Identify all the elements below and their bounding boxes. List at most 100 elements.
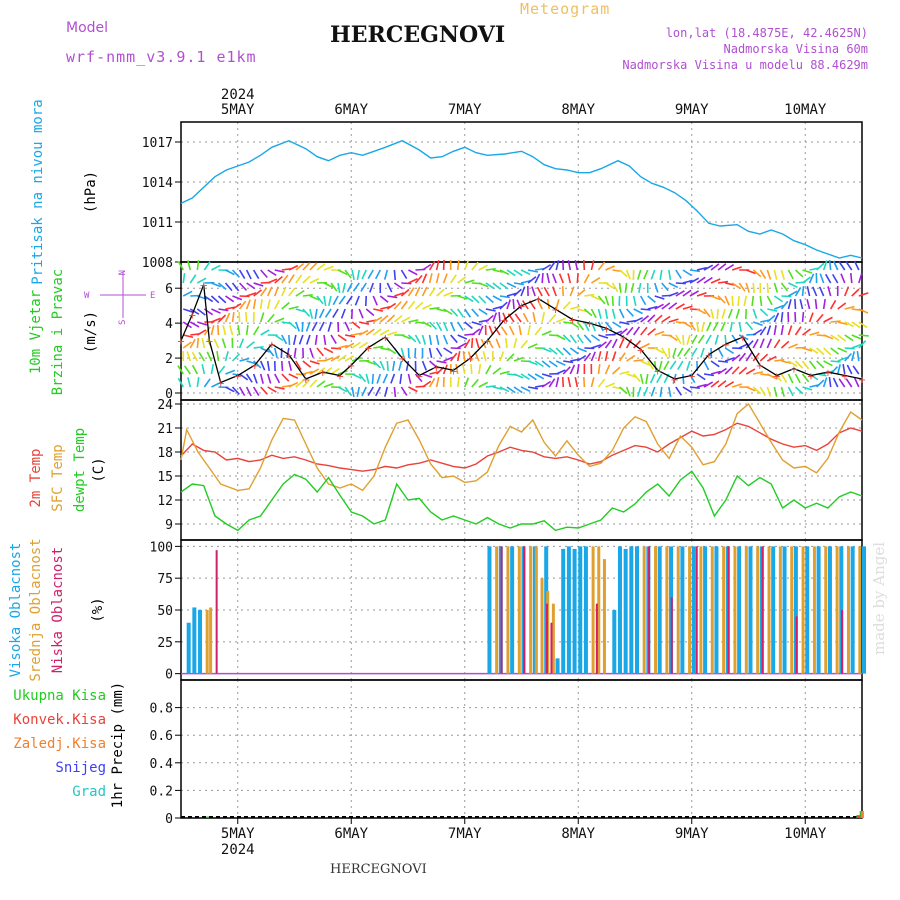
wind-arrow xyxy=(203,326,211,336)
wind-arrow xyxy=(428,321,438,330)
wind-arrow xyxy=(737,295,740,307)
wind-arrow xyxy=(633,316,644,323)
wind-arrow xyxy=(546,298,550,310)
wind-arrow xyxy=(259,360,266,371)
wind-arrow xyxy=(809,331,820,336)
y-tick-label-precip: 0.6 xyxy=(150,729,173,744)
wind-arrow xyxy=(365,373,370,384)
wind-arrow xyxy=(812,286,818,297)
wind-arrow xyxy=(428,377,436,388)
cloud-bar xyxy=(572,548,577,674)
wind-arrow xyxy=(232,295,243,301)
cloud-bar xyxy=(591,546,595,674)
wind-arrow xyxy=(647,314,656,323)
wind-gust-marker: + xyxy=(319,368,327,379)
wind-arrow xyxy=(816,347,825,356)
wind-arrow xyxy=(731,354,741,362)
wind-arrow xyxy=(832,260,839,271)
wind-arrow xyxy=(745,368,756,375)
cloud-bar xyxy=(699,546,703,674)
wind-arrow xyxy=(727,308,733,319)
wind-arrow xyxy=(429,306,440,310)
wind-arrow xyxy=(399,373,403,385)
wind-arrow xyxy=(794,269,804,278)
wind-arrow xyxy=(604,308,609,319)
wind-arrow xyxy=(706,321,712,332)
wind-gust-marker: + xyxy=(654,366,662,377)
wind-arrow xyxy=(492,282,502,290)
wind-arrow xyxy=(309,262,318,271)
footer-station: HERCEGNOVI xyxy=(330,862,427,877)
wind-arrow xyxy=(825,273,832,284)
wind-arrow xyxy=(794,298,797,310)
cloud-ylabel-mid: Srednja Oblacnost xyxy=(28,538,44,681)
wind-arrow xyxy=(689,269,700,273)
wind-arrow xyxy=(344,321,351,332)
compass-e: E xyxy=(150,291,155,301)
wind-arrow xyxy=(267,347,275,357)
wind-gust-marker: + xyxy=(688,372,696,383)
wind-arrow xyxy=(555,260,560,271)
wind-arrow xyxy=(672,347,677,358)
wind-arrow xyxy=(551,286,557,297)
wind-arrow xyxy=(506,299,512,310)
wind-gust-marker: + xyxy=(381,333,389,344)
wind-arrow xyxy=(478,264,488,271)
cloud-bar xyxy=(657,546,662,674)
wind-arrow xyxy=(211,308,221,314)
cloud-bar xyxy=(623,548,628,674)
wind-arrow xyxy=(710,370,721,375)
wind-arrow xyxy=(311,321,318,332)
temp-line-2 xyxy=(180,470,863,532)
wind-arrow xyxy=(422,380,432,388)
wind-arrow xyxy=(237,324,241,336)
wind-gust-marker: + xyxy=(449,366,457,377)
wind-arrow xyxy=(686,360,691,371)
wind-arrow xyxy=(428,287,436,297)
wind-gust-marker: + xyxy=(500,316,508,327)
cloud-bar xyxy=(635,546,639,674)
wind-arrow xyxy=(288,373,299,380)
wind-arrow xyxy=(372,295,378,306)
wind-arrow xyxy=(541,272,544,284)
wind-arrow xyxy=(643,269,649,280)
wind-arrow xyxy=(246,360,257,365)
wind-arrow xyxy=(422,263,432,271)
wind-arrow xyxy=(576,272,579,284)
wind-arrow xyxy=(640,315,650,323)
wind-arrow xyxy=(398,360,403,371)
y-tick-label-temperature: 18 xyxy=(157,446,173,461)
wind-arrow xyxy=(759,308,769,317)
wind-arrow xyxy=(830,334,840,342)
wind-arrow xyxy=(597,308,602,319)
wind-arrow xyxy=(314,308,318,319)
wind-arrow xyxy=(837,321,848,326)
cloud-bar xyxy=(578,546,583,674)
wind-arrow xyxy=(618,282,622,294)
wind-arrow xyxy=(802,386,813,391)
wind-arrow xyxy=(462,350,466,362)
cloud-bar xyxy=(805,546,810,674)
wind-arrow xyxy=(457,295,468,300)
wind-arrow xyxy=(457,308,465,318)
wind-arrow xyxy=(323,356,334,362)
wind-arrow xyxy=(224,351,229,362)
wind-arrow xyxy=(840,273,846,284)
wind-arrow xyxy=(653,282,659,293)
y-tick-label-cloud: 0 xyxy=(165,668,173,683)
y-tick-label-precip: 0.8 xyxy=(150,702,173,717)
wind-arrow xyxy=(696,266,707,271)
wind-arrow xyxy=(703,276,713,284)
wind-arrow xyxy=(703,373,715,377)
wind-arrow xyxy=(745,352,753,362)
wind-arrow xyxy=(495,338,501,349)
wind-arrow xyxy=(177,377,184,388)
wind-arrow xyxy=(274,373,281,384)
wind-arrow xyxy=(295,263,305,271)
wind-arrow xyxy=(345,295,353,305)
wind-arrow xyxy=(837,334,847,342)
wind-arrow xyxy=(365,328,375,336)
wind-arrow xyxy=(260,386,269,395)
cloud-bar xyxy=(198,610,203,674)
wind-arrow xyxy=(731,266,742,271)
